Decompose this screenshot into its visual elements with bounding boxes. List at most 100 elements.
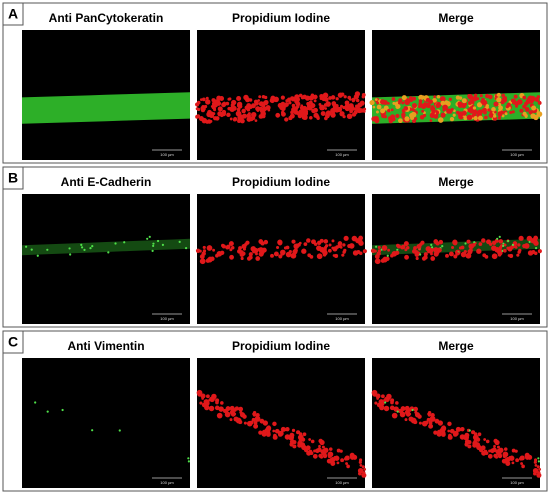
nucleus <box>334 106 341 113</box>
nucleus <box>310 439 315 444</box>
nucleus <box>380 394 385 399</box>
nucleus <box>427 410 432 415</box>
nucleus <box>461 98 467 104</box>
nucleus <box>306 107 310 111</box>
nucleus <box>346 113 353 120</box>
nucleus <box>498 239 504 244</box>
nucleus <box>362 110 366 113</box>
nucleus <box>212 248 216 252</box>
nucleus <box>453 254 458 259</box>
nucleus <box>504 112 508 116</box>
nucleus <box>430 412 435 418</box>
nucleus <box>459 434 466 440</box>
nucleus <box>401 112 406 118</box>
nucleus <box>430 106 436 112</box>
nucleus <box>351 112 357 117</box>
micrograph: 100 µm <box>196 358 367 488</box>
nucleus <box>309 115 313 120</box>
nucleus <box>487 453 493 459</box>
micrograph-bg <box>197 194 365 324</box>
nucleus <box>418 99 423 103</box>
nucleus <box>258 114 264 119</box>
nucleus <box>432 98 437 103</box>
nucleus <box>493 114 497 118</box>
green-spot <box>107 251 110 254</box>
nucleus <box>319 247 326 253</box>
nucleus <box>277 432 283 437</box>
nucleus <box>195 114 200 119</box>
green-spot <box>374 245 378 248</box>
nucleus <box>514 245 518 249</box>
nucleus <box>472 106 477 110</box>
green-spot <box>386 254 389 257</box>
nucleus <box>422 113 427 118</box>
nucleus <box>316 447 322 453</box>
scale-bar-label: 100 µm <box>335 152 349 157</box>
nucleus <box>246 107 251 112</box>
nucleus <box>312 95 316 99</box>
green-spot <box>511 243 515 246</box>
nucleus <box>326 458 332 464</box>
nucleus <box>493 453 498 458</box>
nucleus <box>261 95 266 99</box>
nucleus <box>246 113 251 118</box>
green-spot <box>187 460 190 463</box>
panel-letter: A <box>8 6 18 22</box>
image-title: Merge <box>438 175 474 189</box>
nucleus <box>328 96 332 100</box>
nucleus <box>258 430 263 435</box>
nucleus <box>515 458 520 463</box>
nucleus <box>229 409 235 415</box>
nucleus <box>199 98 203 101</box>
nucleus <box>412 118 417 124</box>
nucleus <box>253 420 258 425</box>
nucleus <box>213 116 218 121</box>
nucleus <box>482 107 487 113</box>
nucleus <box>420 103 427 109</box>
nucleus <box>483 115 488 120</box>
nucleus <box>218 406 224 412</box>
nucleus <box>494 110 497 114</box>
nucleus <box>376 397 379 400</box>
nucleus <box>444 100 449 104</box>
nucleus <box>241 244 247 250</box>
nucleus <box>301 248 307 254</box>
scale-bar-label: 100 µm <box>160 480 174 485</box>
nucleus <box>233 117 238 122</box>
green-spot <box>46 248 49 251</box>
nucleus <box>506 246 510 250</box>
nucleus <box>417 414 422 419</box>
nucleus <box>313 99 317 103</box>
nucleus <box>484 255 489 259</box>
nucleus <box>387 248 391 252</box>
nucleus <box>485 439 490 444</box>
nucleus <box>253 99 258 104</box>
nucleus <box>340 458 345 463</box>
nucleus <box>256 109 260 112</box>
nucleus <box>418 102 423 106</box>
image-title: Anti PanCytokeratin <box>49 11 164 25</box>
nucleus <box>259 418 265 424</box>
nucleus <box>208 405 215 412</box>
nucleus <box>202 249 207 253</box>
nucleus <box>207 119 212 124</box>
nucleus <box>450 107 454 111</box>
nucleus <box>493 101 499 107</box>
nucleus <box>313 112 319 118</box>
micrograph: 100 µm <box>22 358 190 488</box>
nucleus <box>328 447 333 451</box>
nucleus <box>308 438 312 441</box>
nucleus <box>452 239 458 245</box>
nucleus <box>503 447 508 451</box>
nucleus <box>344 455 350 461</box>
nucleus <box>236 107 241 112</box>
nucleus <box>488 112 494 118</box>
green-spot <box>534 247 538 250</box>
nucleus <box>343 248 347 253</box>
nucleus <box>491 447 497 453</box>
nucleus <box>410 417 415 421</box>
nucleus <box>312 453 318 459</box>
nucleus <box>536 472 542 478</box>
nucleus <box>481 238 486 243</box>
